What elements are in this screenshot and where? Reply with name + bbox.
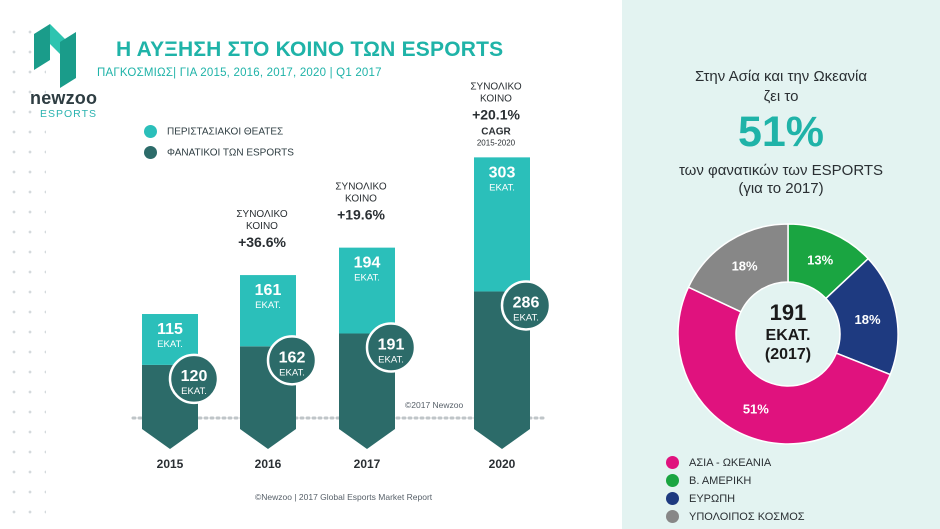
newzoo-logo-icon [34,24,76,88]
panel-line-4: (για το 2017) [738,180,824,197]
pie-legend-label: ΥΠΟΛΟΙΠΟΣ ΚΟΣΜΟΣ [689,510,805,523]
donut-center-unit: ΕΚΑΤ. [766,327,811,344]
category-label: 2017 [354,457,381,471]
source-note: ©Newzoo | 2017 Global Esports Market Rep… [255,492,433,502]
page-subtitle: ΠΑΓΚΟΣΜΙΩΣ| ΓΙΑ 2015, 2016, 2017, 2020 |… [97,67,382,79]
unit-label-occasional: ΕΚΑΤ. [354,273,380,284]
pie-legend-rest-of-world: ΥΠΟΛΟΙΠΟΣ ΚΟΣΜΟΣ [666,508,805,526]
legend-item-enthusiasts: ΦΑΝΑΤΙΚΟΙ ΤΩΝ ESPORTS [144,144,294,162]
copyright: ©2017 Newzoo [405,400,464,410]
bar-occasional [339,247,395,334]
donut-slice [677,286,892,445]
pie-legend-swatch [666,474,679,488]
growth-total-label-1: ΣΥΝΟΛΙΚΟ [470,81,521,92]
region-donut-chart: 13% 18% 51% 18% 191 ΕΚΑΤ. (2017) [677,223,899,445]
category-label: 2020 [489,457,516,471]
pie-legend-swatch [666,510,679,524]
value-label-occasional: 161 [255,282,282,299]
growth-value: +36.6% [238,234,286,250]
donut-center [737,283,839,385]
bar-enthusiasts [474,291,530,449]
cagr-label: CAGR [481,126,511,137]
unit-label-occasional: ΕΚΑΤ. [157,339,183,350]
donut-slice [824,257,899,376]
value-label-occasional: 115 [157,321,183,338]
unit-label-enthusiasts: ΕΚΑΤ. [378,354,404,365]
cagr-period: 2015-2020 [477,138,516,147]
panel-line-1: Στην Ασία και την Ωκεανία [694,68,868,85]
growth-total-label-2: ΚΟΙΝΟ [480,93,512,104]
dot-pattern [6,22,46,522]
growth-total-label-2: ΚΟΙΝΟ [246,221,278,232]
pie-legend-north-america: Β. ΑΜΕΡΙΚΗ [666,472,751,490]
legend-swatch-enthusiasts [144,146,157,160]
legend-item-occasional: ΠΕΡΙΣΤΑΣΙΑΚΟΙ ΘΕΑΤΕΣ [144,123,283,141]
value-bubble-enthusiasts [365,322,417,373]
value-label-enthusiasts: 120 [181,368,208,385]
unit-label-enthusiasts: ΕΚΑΤ. [279,367,305,378]
bar-occasional [240,275,296,347]
donut-slice-label: 51% [743,401,769,416]
unit-label-enthusiasts: ΕΚΑΤ. [181,386,207,397]
page-title: Η ΑΥΞΗΣΗ ΣΤΟ ΚΟΙΝΟ ΤΩΝ ESPORTS [116,38,504,61]
value-label-occasional: 194 [354,255,381,272]
value-bubble-enthusiasts [500,280,552,331]
growth-value: +19.6% [337,207,385,223]
donut-slice-label: 13% [807,253,833,268]
brand-sub: ESPORTS [40,108,97,120]
pie-legend-label: ΕΥΡΩΠΗ [689,492,736,505]
unit-label-occasional: ΕΚΑΤ. [255,300,281,311]
unit-label-occasional: ΕΚΑΤ. [489,182,515,193]
value-label-occasional: 303 [489,164,516,181]
donut-slice [687,223,789,313]
brand-name: newzoo [30,88,98,108]
legend-label-enthusiasts: ΦΑΝΑΤΙΚΟΙ ΤΩΝ ESPORTS [167,147,294,159]
panel-line-2: ζει το [763,88,799,105]
growth-total-label-1: ΣΥΝΟΛΙΚΟ [335,182,386,193]
panel-big-percent: 51% [737,108,825,156]
legend-label-occasional: ΠΕΡΙΣΤΑΣΙΑΚΟΙ ΘΕΑΤΕΣ [167,126,284,138]
pie-legend-label: Β. ΑΜΕΡΙΚΗ [689,474,752,487]
panel-line-3: των φανατικών των ESPORTS [678,162,884,179]
pie-legend-europe: ΕΥΡΩΠΗ [666,490,735,508]
growth-total-label-2: ΚΟΙΝΟ [345,194,377,205]
unit-label-enthusiasts: ΕΚΑΤ. [513,312,539,323]
audience-bar-chart: 115ΕΚΑΤ.120ΕΚΑΤ.2015161ΕΚΑΤ.162ΕΚΑΤ.2016… [131,81,552,471]
pie-legend-swatch [666,456,679,470]
growth-total-label-1: ΣΥΝΟΛΙΚΟ [236,209,287,220]
pie-legend-label: ΑΣΙΑ - ΩΚΕΑΝΙΑ [689,456,772,469]
pie-legend-asia: ΑΣΙΑ - ΩΚΕΑΝΙΑ [666,454,771,472]
category-label: 2016 [255,457,282,471]
legend-swatch-occasional [144,125,157,139]
donut-center-value: 191 [770,300,807,325]
donut-center-year: (2017) [765,346,811,363]
value-label-enthusiasts: 286 [513,294,540,311]
category-label: 2015 [157,457,184,471]
donut-slice-label: 18% [732,259,758,274]
value-bubble-enthusiasts [168,353,220,405]
pie-legend-swatch [666,492,679,506]
donut-slice-label: 18% [855,312,881,327]
value-bubble-enthusiasts [266,335,318,386]
value-label-enthusiasts: 162 [279,349,306,366]
growth-value: +20.1% [472,106,520,122]
value-label-enthusiasts: 191 [378,336,405,353]
bar-occasional [474,157,530,292]
